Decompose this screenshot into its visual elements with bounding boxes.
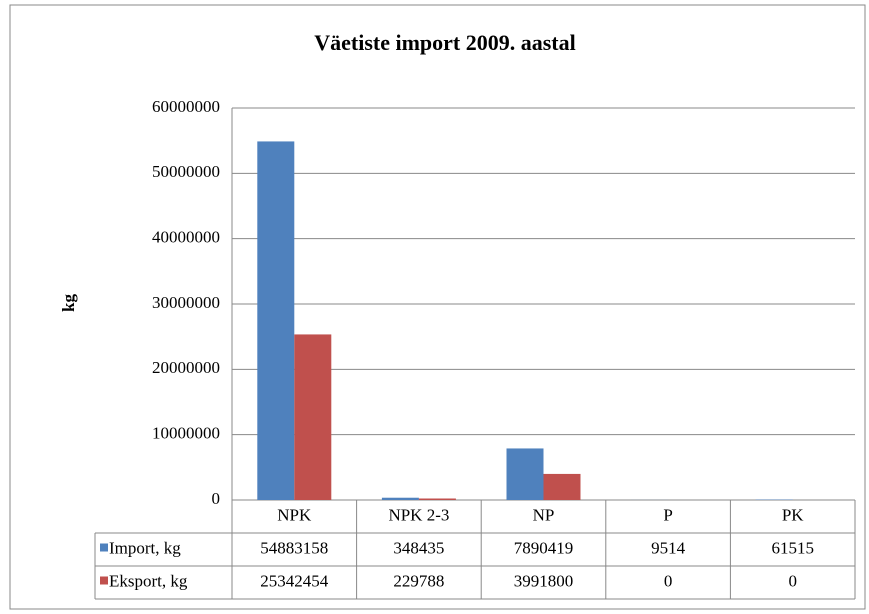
x-tick-label: PK <box>782 505 804 524</box>
legend-swatch <box>100 543 108 552</box>
x-tick-label: NPK <box>277 505 312 524</box>
y-tick-label: 30000000 <box>152 293 220 312</box>
table-cell: 3991800 <box>514 571 574 590</box>
table-cell: 25342454 <box>260 571 329 590</box>
table-cell: 0 <box>788 571 797 590</box>
table-cell: 9514 <box>651 538 686 557</box>
table-cell: 54883158 <box>260 538 328 557</box>
chart-title: Väetiste import 2009. aastal <box>314 30 576 55</box>
y-axis-title: kg <box>59 294 78 312</box>
bar <box>294 334 332 500</box>
bar <box>506 448 544 500</box>
table-cell: 61515 <box>771 538 814 557</box>
bar <box>543 473 581 500</box>
legend-label: Import, kg <box>109 538 181 557</box>
table-cell: 348435 <box>393 538 444 557</box>
bar <box>381 497 419 500</box>
y-tick-label: 60000000 <box>152 97 220 116</box>
y-tick-label: 20000000 <box>152 358 220 377</box>
legend-label: Eksport, kg <box>109 571 188 590</box>
x-tick-label: P <box>663 505 672 524</box>
y-tick-label: 10000000 <box>152 424 220 443</box>
table-cell: 0 <box>664 571 673 590</box>
table-cell: 7890419 <box>514 538 574 557</box>
y-tick-label: 0 <box>212 489 221 508</box>
y-tick-label: 50000000 <box>152 162 220 181</box>
x-tick-label: NP <box>533 505 555 524</box>
table-cell: 229788 <box>393 571 444 590</box>
y-tick-label: 40000000 <box>152 228 220 247</box>
x-tick-label: NPK 2-3 <box>388 505 449 524</box>
legend-swatch <box>100 576 108 585</box>
bar <box>257 141 295 500</box>
bar <box>418 498 456 500</box>
chart-frame <box>9 4 866 610</box>
